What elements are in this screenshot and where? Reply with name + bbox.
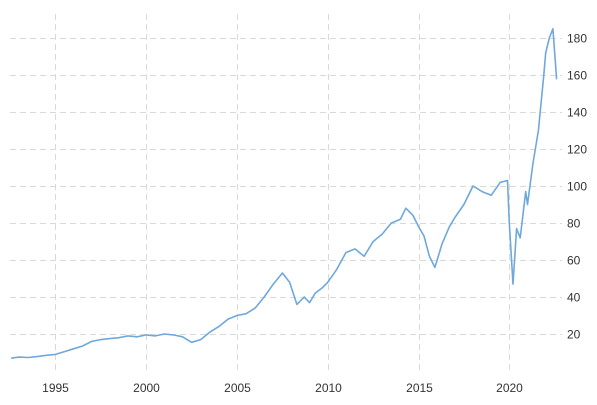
- x-axis-tick-labels: 1995 2000 2005 2010 2015 2020: [42, 381, 523, 395]
- x-tick-label: 1995: [42, 381, 69, 395]
- grid-lines: [10, 14, 562, 371]
- x-tick-label: 2000: [133, 381, 160, 395]
- x-tick-label: 2020: [496, 381, 523, 395]
- x-tick-label: 2010: [315, 381, 342, 395]
- y-tick-label: 80: [567, 217, 581, 231]
- y-tick-label: 40: [567, 291, 581, 305]
- series-layer: [11, 27, 558, 359]
- y-tick-label: 20: [567, 328, 581, 342]
- y-tick-label: 60: [567, 254, 581, 268]
- y-tick-label: 100: [567, 180, 587, 194]
- y-tick-label: 140: [567, 106, 587, 120]
- y-axis-tick-labels: 20 40 60 80 100 120 140 160 180: [567, 32, 587, 342]
- series-line-0: [11, 27, 558, 359]
- y-tick-label: 160: [567, 69, 587, 83]
- x-tick-label: 2005: [224, 381, 251, 395]
- y-tick-label: 120: [567, 143, 587, 157]
- x-tick-label: 2015: [406, 381, 433, 395]
- y-tick-label: 180: [567, 32, 587, 46]
